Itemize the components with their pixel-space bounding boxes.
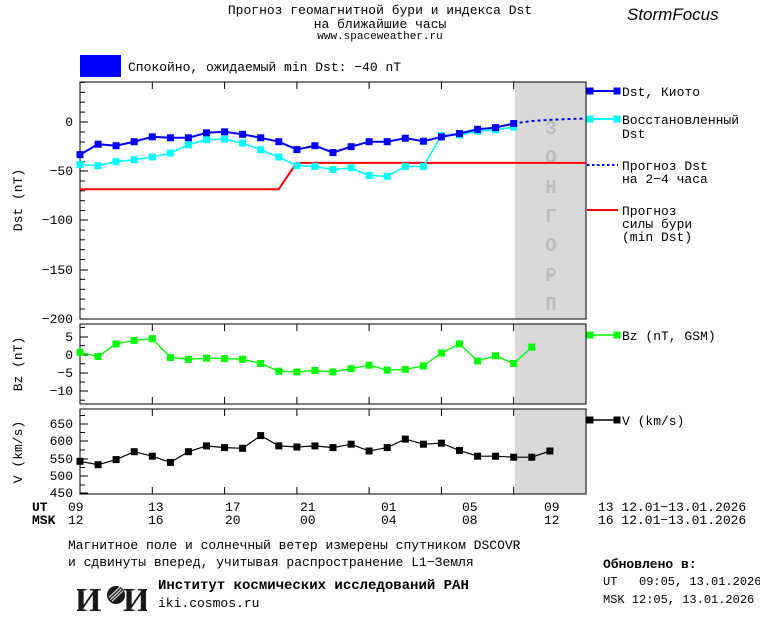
- svg-text:−150: −150: [42, 263, 73, 278]
- svg-text:550: 550: [50, 452, 73, 467]
- svg-text:Dst, Киото: Dst, Киото: [622, 85, 700, 100]
- svg-text:V (km/s): V (km/s): [11, 421, 26, 483]
- svg-text:О: О: [545, 235, 556, 257]
- svg-text:Восстановленный: Восстановленный: [622, 113, 739, 128]
- svg-text:О: О: [545, 147, 556, 169]
- svg-text:V (km/s): V (km/s): [622, 414, 684, 429]
- svg-text:−100: −100: [42, 213, 73, 228]
- svg-text:−10: −10: [50, 384, 73, 399]
- svg-text:450: 450: [50, 486, 73, 501]
- svg-text:Dst: Dst: [622, 127, 645, 142]
- svg-text:0: 0: [65, 348, 73, 363]
- svg-text:Bz (nT): Bz (nT): [11, 337, 26, 392]
- svg-text:Г: Г: [545, 206, 556, 228]
- svg-text:−5: −5: [57, 366, 73, 381]
- svg-text:5: 5: [65, 330, 73, 345]
- svg-text:(min Dst): (min Dst): [622, 230, 692, 245]
- svg-text:0: 0: [65, 115, 73, 130]
- svg-text:П: П: [545, 294, 556, 316]
- svg-text:Р: Р: [545, 265, 556, 287]
- svg-text:−200: −200: [42, 312, 73, 327]
- svg-text:Dst (nT): Dst (nT): [11, 169, 26, 231]
- svg-text:650: 650: [50, 417, 73, 432]
- svg-text:И: И: [123, 584, 147, 618]
- svg-text:500: 500: [50, 469, 73, 484]
- svg-text:−50: −50: [50, 164, 73, 179]
- svg-text:И: И: [77, 584, 101, 618]
- svg-text:Н: Н: [545, 177, 556, 199]
- svg-text:на 2−4 часа: на 2−4 часа: [622, 172, 708, 187]
- svg-text:З: З: [545, 118, 556, 140]
- svg-text:Bz (nT, GSM): Bz (nT, GSM): [622, 329, 716, 344]
- svg-text:600: 600: [50, 434, 73, 449]
